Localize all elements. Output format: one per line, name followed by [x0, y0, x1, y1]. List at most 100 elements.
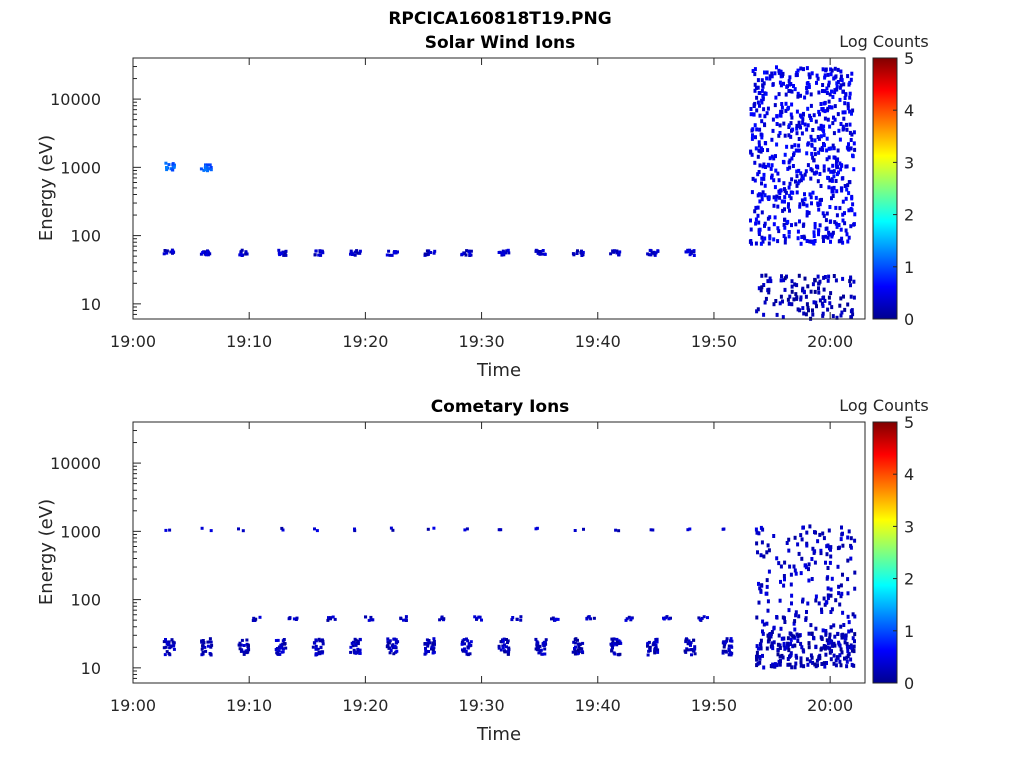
heatmap-cell: [821, 531, 825, 536]
heatmap-cell: [686, 648, 690, 652]
heatmap-cell: [797, 148, 801, 153]
heatmap-cell: [395, 641, 398, 645]
heatmap-cell: [814, 119, 818, 124]
heatmap-cell: [765, 584, 769, 589]
heatmap-cell: [321, 642, 325, 646]
heatmap-cell: [463, 647, 466, 651]
heatmap-cell: [824, 234, 828, 239]
heatmap-cell: [646, 653, 650, 657]
heatmap-cell: [809, 176, 813, 181]
heatmap-cell: [201, 651, 205, 654]
heatmap-cell: [790, 593, 794, 598]
heatmap-cell: [847, 180, 851, 185]
heatmap-cell: [389, 526, 393, 530]
heatmap-cell: [839, 163, 843, 168]
heatmap-cell: [506, 641, 509, 645]
heatmap-cell: [754, 205, 758, 210]
heatmap-cell: [172, 165, 176, 169]
heatmap-cell: [810, 557, 814, 561]
heatmap-cell: [721, 651, 725, 655]
heatmap-cell: [776, 642, 780, 647]
heatmap-cell: [762, 81, 766, 86]
heatmap-cell: [799, 66, 803, 71]
heatmap-cell: [839, 663, 843, 668]
heatmap-cell: [849, 77, 853, 82]
heatmap-cell: [849, 283, 852, 288]
y-tick-label: 10000: [50, 454, 101, 473]
heatmap-cell: [758, 660, 762, 665]
heatmap-cell: [386, 637, 390, 641]
heatmap-cell: [759, 638, 763, 643]
heatmap-cell: [241, 529, 245, 533]
heatmap-cell: [778, 195, 782, 200]
heatmap-cell: [757, 140, 761, 145]
heatmap-cell: [809, 103, 813, 108]
heatmap-cell: [800, 645, 804, 650]
heatmap-cell: [723, 641, 727, 645]
heatmap-cell: [724, 650, 728, 654]
heatmap-cell: [792, 634, 795, 639]
heatmap-cell: [202, 168, 206, 172]
heatmap-cell: [826, 586, 830, 591]
heatmap-cell: [577, 645, 581, 649]
heatmap-cell: [806, 284, 810, 289]
heatmap-cell: [788, 165, 792, 170]
colorbar-tick-label: 1: [904, 258, 914, 277]
heatmap-cell: [777, 633, 781, 638]
heatmap-cell: [311, 645, 315, 649]
heatmap-cell: [656, 249, 660, 253]
heatmap-cell: [503, 650, 507, 654]
heatmap-cell: [817, 286, 820, 291]
heatmap-cell: [164, 528, 168, 532]
x-tick-label: 19:20: [342, 696, 388, 715]
heatmap-cell: [827, 274, 831, 279]
heatmap-cell: [774, 299, 778, 303]
heatmap-cell: [753, 178, 757, 183]
heatmap-cell: [805, 151, 809, 156]
heatmap-cell: [793, 143, 797, 148]
heatmap-cell: [759, 132, 763, 137]
heatmap-cell: [779, 579, 782, 584]
heatmap-cell: [803, 122, 807, 127]
heatmap-cell: [808, 239, 812, 244]
heatmap-cell: [793, 282, 797, 287]
heatmap-cell: [767, 637, 771, 642]
heatmap-cell: [751, 127, 755, 132]
heatmap-cell: [836, 148, 840, 153]
heatmap-cell: [762, 176, 766, 181]
heatmap-cell: [800, 537, 804, 542]
heatmap-cell: [768, 234, 772, 239]
heatmap-cell: [802, 202, 806, 207]
heatmap-cell: [799, 178, 803, 183]
heatmap-cell: [786, 662, 790, 667]
heatmap-cell: [460, 252, 464, 256]
heatmap-cell: [505, 249, 509, 253]
heatmap-cell: [609, 642, 613, 646]
heatmap-cell: [165, 251, 169, 255]
heatmap-cell: [805, 530, 809, 535]
heatmap-cell: [519, 615, 523, 619]
heatmap-cell: [204, 649, 208, 653]
heatmap-cell: [790, 102, 794, 107]
heatmap-cell: [788, 75, 792, 80]
heatmap-cell: [853, 538, 857, 543]
heatmap-cell: [648, 248, 652, 252]
heatmap-cell: [778, 598, 782, 603]
heatmap-cell: [782, 181, 786, 186]
heatmap-cell: [240, 253, 244, 257]
heatmap-cell: [242, 652, 246, 656]
heatmap-cell: [239, 649, 243, 653]
heatmap-cell: [846, 614, 850, 619]
heatmap-cell: [686, 250, 690, 254]
heatmap-cell: [777, 561, 781, 566]
heatmap-cell: [778, 654, 782, 659]
heatmap-cell: [727, 649, 731, 653]
heatmap-cell: [258, 615, 262, 619]
heatmap-cell: [556, 617, 560, 621]
heatmap-cell: [815, 658, 819, 663]
heatmap-cell: [822, 596, 826, 601]
heatmap-cell: [801, 112, 805, 117]
heatmap-cell: [785, 84, 789, 89]
heatmap-cell: [535, 643, 539, 647]
